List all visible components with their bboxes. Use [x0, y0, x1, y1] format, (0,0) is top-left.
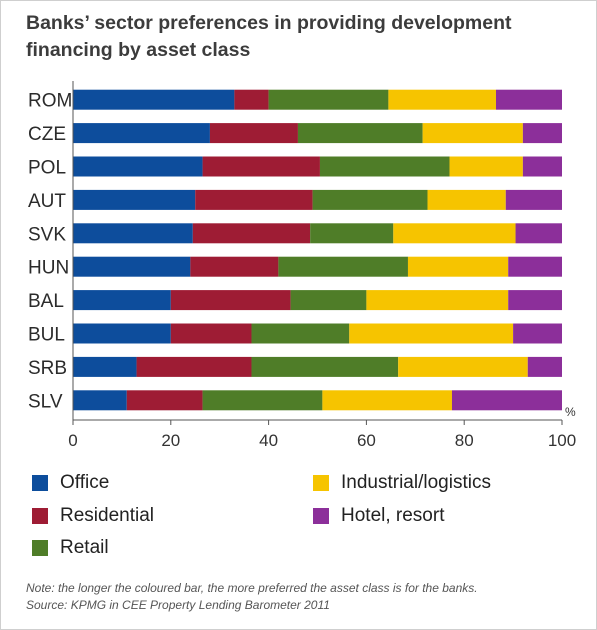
bar-svk-retail — [310, 223, 394, 244]
bar-bul-office — [73, 323, 171, 344]
bar-bul-retail — [251, 323, 350, 344]
bar-bal-residential — [170, 290, 291, 311]
category-label-cze: CZE — [28, 124, 66, 145]
bar-srb-retail — [251, 356, 399, 377]
note-text: Note: the longer the coloured bar, the m… — [26, 581, 478, 595]
category-label-rom: ROM — [28, 91, 72, 112]
category-label-srb: SRB — [28, 358, 67, 379]
bar-bul-hotel-resort — [513, 323, 562, 344]
bar-hun-industrial-logistics — [407, 256, 509, 277]
bar-slv-hotel-resort — [451, 390, 562, 411]
source-text: Source: KPMG in CEE Property Lending Bar… — [26, 598, 330, 612]
bar-rom-office — [73, 89, 235, 110]
category-label-pol: POL — [28, 158, 66, 179]
bar-bal-industrial-logistics — [366, 290, 509, 311]
bar-slv-office — [73, 390, 127, 411]
bar-bul-residential — [170, 323, 252, 344]
bar-aut-retail — [312, 189, 428, 210]
bar-srb-hotel-resort — [527, 356, 562, 377]
bar-svk-office — [73, 223, 193, 244]
bar-slv-retail — [202, 390, 323, 411]
bar-pol-hotel-resort — [522, 156, 562, 177]
bar-pol-office — [73, 156, 203, 177]
bar-cze-office — [73, 123, 210, 144]
x-tick-label-60: 60 — [357, 431, 376, 450]
bar-slv-residential — [126, 390, 203, 411]
bar-bal-retail — [290, 290, 367, 311]
x-tick-label-20: 20 — [161, 431, 180, 450]
x-tick-label-100: 100 — [548, 431, 576, 450]
bar-bal-hotel-resort — [508, 290, 562, 311]
bar-aut-industrial-logistics — [427, 189, 506, 210]
bar-hun-retail — [278, 256, 408, 277]
bar-rom-residential — [234, 89, 269, 110]
bar-svk-industrial-logistics — [393, 223, 516, 244]
bar-aut-residential — [195, 189, 313, 210]
bar-hun-hotel-resort — [508, 256, 562, 277]
chart-note: Note: the longer the coloured bar, the m… — [26, 580, 478, 614]
bar-aut-hotel-resort — [505, 189, 562, 210]
bar-pol-industrial-logistics — [449, 156, 523, 177]
bar-cze-industrial-logistics — [422, 123, 523, 144]
bar-pol-retail — [319, 156, 450, 177]
category-label-slv: SLV — [28, 391, 63, 412]
x-unit-label: % — [565, 405, 576, 419]
bar-cze-retail — [297, 123, 423, 144]
bar-hun-office — [73, 256, 191, 277]
bar-svk-hotel-resort — [515, 223, 562, 244]
bar-cze-residential — [209, 123, 298, 144]
bar-svk-residential — [192, 223, 311, 244]
bar-rom-retail — [268, 89, 389, 110]
bar-srb-residential — [136, 356, 252, 377]
bar-bal-office — [73, 290, 171, 311]
bar-pol-residential — [202, 156, 320, 177]
bar-srb-office — [73, 356, 137, 377]
bar-srb-industrial-logistics — [398, 356, 528, 377]
category-label-hun: HUN — [28, 258, 69, 279]
bar-hun-residential — [190, 256, 279, 277]
bar-bul-industrial-logistics — [349, 323, 514, 344]
bar-rom-industrial-logistics — [388, 89, 496, 110]
bar-aut-office — [73, 189, 196, 210]
category-label-bal: BAL — [28, 291, 64, 312]
bar-cze-hotel-resort — [522, 123, 562, 144]
category-label-aut: AUT — [28, 191, 66, 212]
category-label-bul: BUL — [28, 325, 65, 346]
x-tick-label-40: 40 — [259, 431, 278, 450]
x-tick-label-0: 0 — [68, 431, 77, 450]
x-tick-label-80: 80 — [455, 431, 474, 450]
bar-slv-industrial-logistics — [322, 390, 452, 411]
chart-title: Banks’ sector preferences in providing d… — [26, 12, 512, 61]
bar-rom-hotel-resort — [495, 89, 562, 110]
category-label-svk: SVK — [28, 224, 66, 245]
